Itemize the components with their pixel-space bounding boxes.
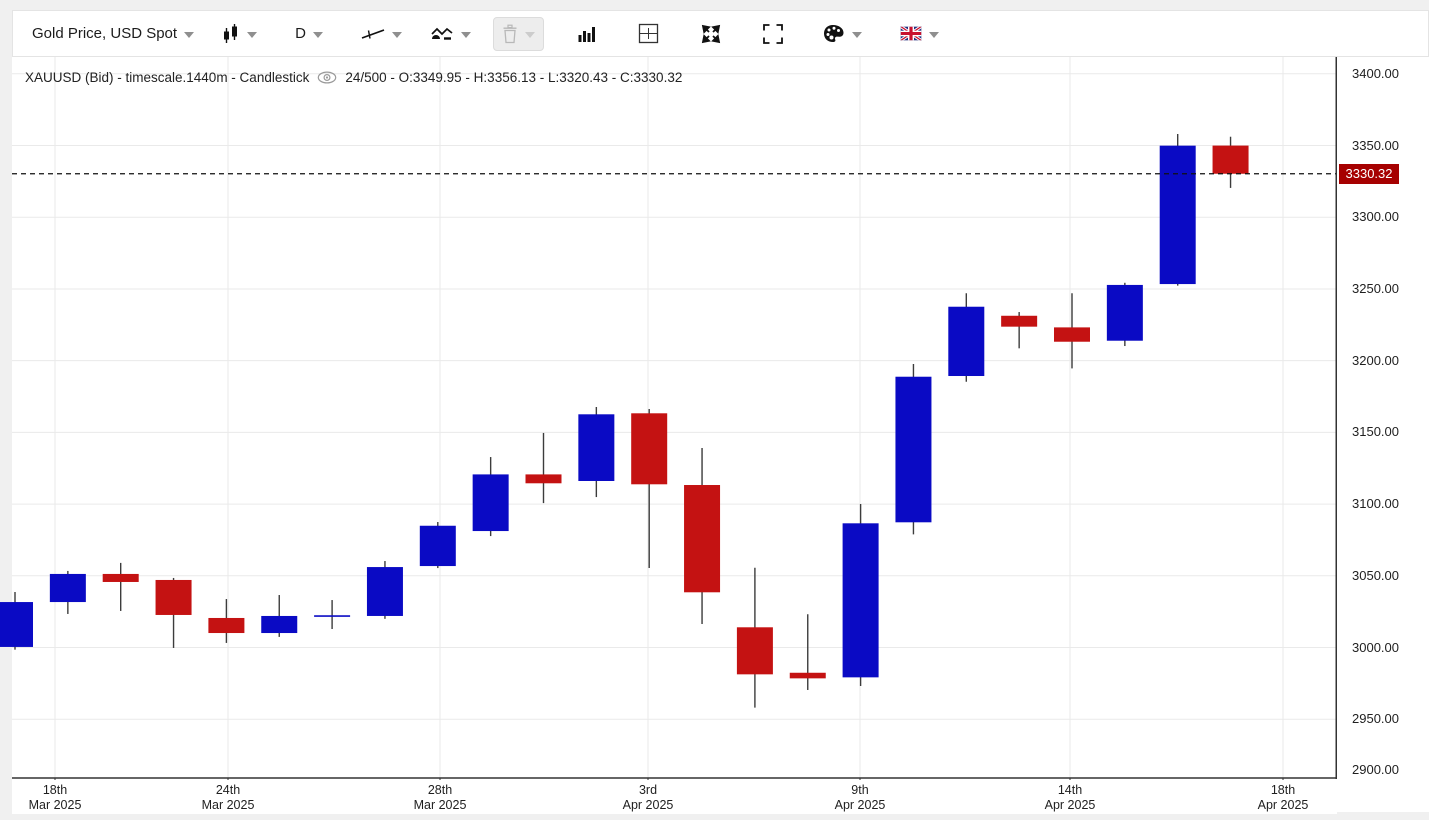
y-axis-label: 3050.00	[1352, 567, 1399, 583]
y-axis-label: 3250.00	[1352, 280, 1399, 296]
y-axis-label: 2950.00	[1352, 711, 1399, 727]
candlestick-icon	[224, 23, 238, 43]
candle-body	[578, 414, 615, 481]
candle-body	[1106, 284, 1143, 341]
indicators-button[interactable]	[424, 21, 477, 47]
time-axis[interactable]: 18th Mar 2025 24th Mar 2025 28th Mar 2025 3rd A…	[12, 780, 1337, 814]
palette-icon	[823, 25, 844, 42]
language-flag-uk-icon	[899, 26, 922, 41]
toolbar: Gold Price, USD Spot D	[12, 10, 1429, 57]
candle-body	[155, 579, 192, 615]
symbol-label: Gold Price, USD Spot	[32, 25, 178, 42]
delete-drawings-icon	[503, 24, 517, 43]
candle-body	[895, 376, 932, 523]
candle-body	[366, 567, 403, 616]
last-price-badge: 3330.32	[1339, 163, 1399, 184]
y-axis-label: 3400.00	[1352, 65, 1399, 81]
candle-body	[419, 525, 456, 567]
candlestick-chart[interactable]	[0, 57, 1337, 785]
fullscreen-button[interactable]	[755, 20, 791, 48]
x-axis-label: 28th Mar 2025	[413, 783, 467, 812]
chart-type-selector[interactable]	[216, 19, 263, 49]
candle-body	[525, 474, 562, 484]
period-label: D	[295, 25, 306, 42]
expand-chart-button[interactable]	[693, 20, 729, 48]
candle-body	[1054, 327, 1090, 342]
y-axis-label: 3350.00	[1352, 137, 1399, 153]
y-axis-label: 2900.00	[1352, 762, 1399, 777]
price-axis[interactable]: 3330.32 3400.00 3350.00 3300.00 3250.00 3200…	[1337, 57, 1429, 812]
trendline-tool-icon	[361, 28, 385, 39]
chevron-down-icon	[391, 31, 402, 38]
x-axis-label: 18th Mar 2025	[28, 783, 82, 812]
candle-ohlc-info: 24/500 - O:3349.95 - H:3356.13 - L:3320.…	[345, 70, 683, 85]
chevron-down-icon	[312, 31, 323, 38]
x-axis-label: 9th Apr 2025	[834, 783, 886, 812]
x-axis-label: 3rd Apr 2025	[622, 783, 674, 812]
chevron-down-icon	[524, 31, 535, 38]
indicators-icon	[431, 27, 453, 40]
delete-drawings-button[interactable]	[492, 16, 544, 51]
candle-body	[0, 602, 33, 647]
visibility-toggle[interactable]	[317, 71, 337, 84]
candle-body	[736, 627, 773, 675]
chevron-down-icon	[460, 31, 471, 38]
volume-icon	[578, 26, 595, 42]
y-axis-label: 3150.00	[1352, 424, 1399, 440]
candle-body	[49, 573, 86, 603]
chevron-down-icon	[928, 31, 939, 38]
x-axis-label: 24th Mar 2025	[201, 783, 255, 812]
candle-body	[472, 474, 509, 532]
candle-body	[102, 573, 139, 582]
crosshair-pane-button[interactable]	[630, 19, 667, 48]
chevron-down-icon	[851, 31, 862, 38]
grid-pane-icon	[638, 23, 659, 44]
period-selector[interactable]: D	[289, 21, 329, 46]
chevron-down-icon	[184, 31, 195, 38]
volume-toggle-button[interactable]	[570, 21, 604, 47]
eye-icon	[318, 71, 337, 84]
candle-body	[1159, 145, 1196, 285]
candle-body	[208, 617, 245, 634]
candle-body	[842, 523, 879, 678]
x-axis-label: 18th Apr 2025	[1257, 783, 1309, 812]
series-label: XAUUSD (Bid) - timescale.1440m - Candles…	[25, 70, 310, 85]
fullscreen-frame-icon	[763, 23, 783, 44]
language-selector[interactable]	[894, 22, 945, 45]
y-axis-label: 3000.00	[1352, 639, 1399, 655]
theme-palette-button[interactable]	[817, 20, 868, 47]
candle-body	[948, 306, 985, 377]
candle-body	[1001, 315, 1038, 327]
chart-panel	[12, 10, 1429, 812]
expand-icon	[701, 24, 721, 43]
candle-body	[789, 672, 826, 679]
trendline-tool-button[interactable]	[355, 21, 408, 47]
y-axis-label: 3300.00	[1352, 209, 1399, 225]
symbol-selector[interactable]: Gold Price, USD Spot	[26, 21, 200, 46]
candle-body	[314, 615, 351, 617]
candle-body	[261, 615, 298, 634]
candle-body	[631, 413, 668, 485]
candle-body	[1212, 145, 1249, 174]
y-axis-label: 3200.00	[1352, 352, 1399, 368]
series-legend: XAUUSD (Bid) - timescale.1440m - Candles…	[25, 70, 682, 85]
chevron-down-icon	[247, 31, 258, 38]
candle-body	[684, 485, 721, 593]
x-axis-label: 14th Apr 2025	[1044, 783, 1096, 812]
y-axis-label: 3100.00	[1352, 496, 1399, 512]
